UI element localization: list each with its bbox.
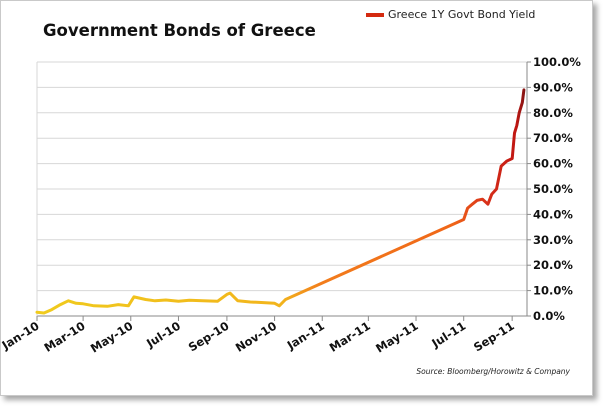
y-tick-label: 0.0% bbox=[533, 309, 565, 323]
y-tick-label: 20.0% bbox=[533, 258, 573, 272]
x-tick-label: Sep-10 bbox=[186, 319, 232, 355]
chart-frame: Government Bonds of Greece Greece 1Y Gov… bbox=[0, 0, 593, 396]
legend-swatch bbox=[366, 12, 384, 17]
y-tick-label: 100.0% bbox=[533, 55, 581, 69]
x-tick-label: Sep-11 bbox=[471, 319, 517, 355]
y-tick-label: 10.0% bbox=[533, 284, 573, 298]
x-tick-label: Jan-10 bbox=[0, 319, 42, 353]
y-tick-label: 80.0% bbox=[533, 106, 573, 120]
y-tick-label: 50.0% bbox=[533, 182, 573, 196]
y-tick-labels: 0.0% 10.0% 20.0% 30.0% 40.0% 50.0% 60.0% 70.0% 8… bbox=[533, 55, 581, 323]
y-tick-label: 30.0% bbox=[533, 233, 573, 247]
source-note: Source: Bloomberg/Horowitz & Company bbox=[416, 367, 570, 376]
y-tick-label: 70.0% bbox=[533, 131, 573, 145]
y-tick-label: 40.0% bbox=[533, 207, 573, 221]
axes bbox=[36, 61, 531, 321]
chart-legend: Greece 1Y Govt Bond Yield bbox=[366, 8, 535, 21]
x-tick-label: May-11 bbox=[373, 319, 420, 356]
chart-title: Government Bonds of Greece bbox=[43, 21, 316, 40]
x-tick-label: Nov-10 bbox=[233, 319, 279, 355]
x-tick-label: Jan-11 bbox=[284, 319, 327, 353]
x-tick-label: Mar-10 bbox=[42, 319, 88, 355]
x-tick-label: Jul-10 bbox=[143, 319, 183, 351]
grid-lines bbox=[37, 61, 527, 292]
x-tick-labels: Jan-10 Mar-10 May-10 Jul-10 Sep-10 Nov-10 Jan-… bbox=[0, 319, 517, 356]
y-tick-label: 60.0% bbox=[533, 157, 573, 171]
series-layer bbox=[35, 88, 526, 315]
x-tick-label: Jul-11 bbox=[428, 319, 468, 351]
legend-label: Greece 1Y Govt Bond Yield bbox=[388, 8, 536, 21]
series-line bbox=[35, 88, 526, 315]
x-tick-label: Mar-11 bbox=[327, 319, 373, 355]
y-tick-label: 90.0% bbox=[533, 80, 573, 94]
x-tick-label: May-10 bbox=[88, 319, 135, 356]
